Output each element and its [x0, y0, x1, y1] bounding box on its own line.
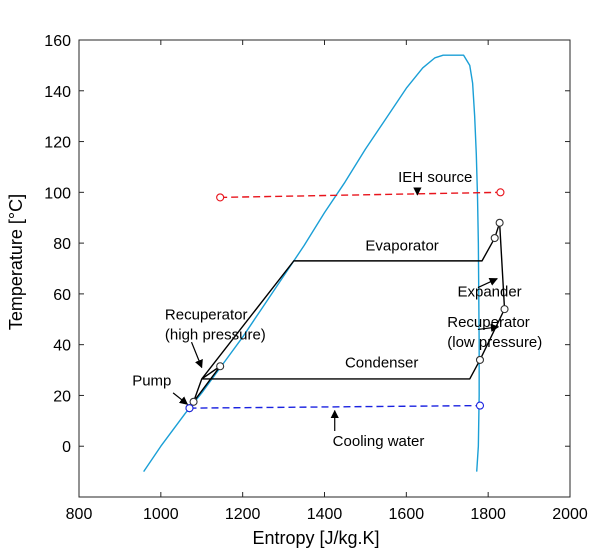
- y-tick-label: 20: [53, 388, 71, 405]
- annotation-pump-text: Pump: [132, 372, 171, 389]
- annotation-expander-arrow: [477, 278, 498, 289]
- annotation-recup_high-arrow: [190, 341, 203, 369]
- data-point-orc-cycle: [189, 397, 198, 406]
- y-tick-label: 140: [44, 84, 71, 101]
- data-point-cooling-water: [185, 404, 194, 413]
- data-series: [143, 54, 509, 473]
- y-tick-label: 40: [53, 338, 71, 355]
- x-tick-label: 1800: [470, 506, 506, 523]
- series-line-ieh-source: [220, 191, 501, 199]
- x-tick-label: 1400: [307, 506, 343, 523]
- annotation-cooling-text: Cooling water: [333, 433, 425, 450]
- x-tick-label: 2000: [552, 506, 588, 523]
- y-tick-label: 160: [44, 33, 71, 50]
- x-tick-label: 1200: [225, 506, 261, 523]
- annotation-ieh-text: IEH source: [398, 169, 472, 186]
- data-point-orc-cycle: [495, 218, 504, 227]
- y-tick-label: 80: [53, 236, 71, 253]
- annotation-condenser-text: Condenser: [345, 355, 418, 372]
- annotation-recup_low-arrow: [477, 323, 500, 332]
- plot-area: 800 1000 1200 1400 1600 1800 2000 0 20 40 60 80 100 1…: [44, 33, 588, 523]
- annotation-recup_high-text: Recuperator: [165, 306, 248, 323]
- annotation-expander-text: Expander: [457, 283, 521, 300]
- data-point-orc-cycle: [475, 355, 485, 364]
- data-point-orc-cycle: [500, 305, 509, 314]
- data-point-orc-cycle: [216, 362, 225, 371]
- y-tick-label: 120: [44, 135, 71, 152]
- annotation-pump-arrow: [172, 392, 189, 405]
- data-point-cooling-water: [475, 401, 485, 410]
- x-tick-label: 1600: [389, 506, 425, 523]
- y-tick-label: 0: [62, 439, 71, 456]
- annotation-recup_low-text: Recuperator: [447, 314, 530, 331]
- y-tick-label: 100: [44, 185, 71, 202]
- y-tick-label: 60: [53, 287, 71, 304]
- data-point-orc-cycle: [490, 233, 499, 243]
- annotation-recup_high-text: (high pressure): [165, 326, 266, 343]
- annotation-recup_low-text: (low pressure): [447, 334, 542, 351]
- y-axis-label: Temperature [°C]: [6, 194, 26, 330]
- series-line-cooling-water: [189, 404, 480, 409]
- annotation-evaporator-text: Evaporator: [365, 238, 438, 255]
- x-axis-label: Entropy [J/kg.K]: [252, 528, 379, 548]
- x-tick-label: 1000: [143, 506, 179, 523]
- annotations: IEH source Evaporator Expander Recuperator (…: [132, 169, 542, 450]
- x-tick-label: 800: [66, 506, 93, 523]
- series-line-saturation-dome: [143, 54, 480, 473]
- data-point-ieh-source: [216, 193, 225, 202]
- data-point-ieh-source: [496, 188, 505, 197]
